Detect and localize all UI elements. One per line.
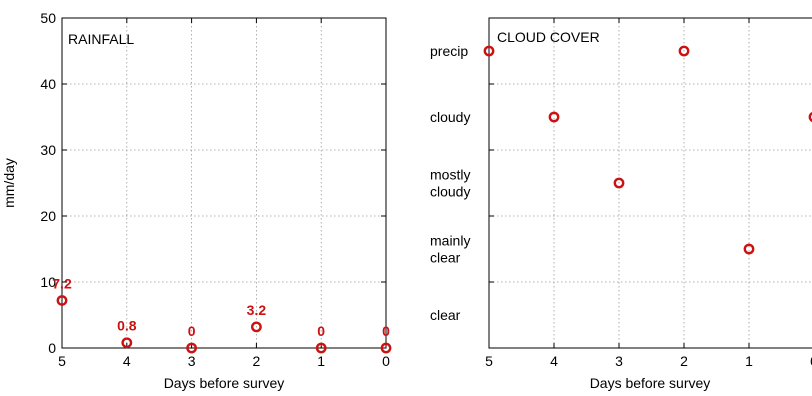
cloud-cover-category-label: cloudy bbox=[430, 109, 470, 125]
cloud-cover-x-tick-label: 5 bbox=[485, 353, 493, 369]
rainfall-plot-frame bbox=[61, 17, 387, 349]
cloud-cover-category-label: mainly clear bbox=[430, 233, 470, 266]
rainfall-data-label: 0.8 bbox=[117, 318, 137, 334]
rainfall-data-label: 0 bbox=[382, 323, 390, 339]
cloud-cover-point bbox=[678, 45, 690, 57]
rainfall-data-label: 0 bbox=[317, 323, 325, 339]
rainfall-y-axis-label: mm/day bbox=[1, 158, 17, 208]
rainfall-x-tick-label: 5 bbox=[58, 353, 66, 369]
cloud-cover-x-axis-label: Days before survey bbox=[590, 375, 711, 391]
rainfall-data-label: 7.2 bbox=[52, 275, 72, 291]
rainfall-x-tick-label: 4 bbox=[123, 353, 131, 369]
rainfall-x-tick-label: 2 bbox=[253, 353, 261, 369]
rainfall-point bbox=[250, 321, 262, 333]
cloud-cover-chart: 543210clearmainlyclearmostlycloudycloudy… bbox=[430, 17, 812, 391]
cloud-cover-x-tick-label: 1 bbox=[745, 353, 753, 369]
cloud-cover-category-label: mostly cloudy bbox=[430, 167, 470, 200]
cloud-cover-category-label: clear bbox=[430, 307, 461, 323]
cloud-cover-category-label-line: precip bbox=[430, 43, 468, 59]
cloud-cover-points bbox=[483, 45, 812, 255]
rainfall-y-tick-label: 10 bbox=[40, 274, 56, 290]
cloud-cover-title: CLOUD COVER bbox=[497, 29, 600, 45]
rainfall-x-tick-label: 3 bbox=[188, 353, 196, 369]
cloud-cover-plot-frame bbox=[488, 17, 812, 349]
cloud-cover-x-tick-label: 0 bbox=[810, 353, 812, 369]
rainfall-y-tick-label: 0 bbox=[48, 340, 56, 356]
rainfall-y-tick-label: 40 bbox=[40, 76, 56, 92]
rainfall-point bbox=[186, 342, 198, 354]
cloud-cover-point bbox=[548, 111, 560, 123]
cloud-cover-category-label: precip bbox=[430, 43, 468, 59]
rainfall-y-tick-label: 30 bbox=[40, 142, 56, 158]
rainfall-x-tick-label: 0 bbox=[382, 353, 390, 369]
rainfall-grid bbox=[62, 18, 386, 348]
cloud-cover-category-label-line: clear bbox=[430, 307, 461, 323]
cloud-cover-x-tick-label: 3 bbox=[615, 353, 623, 369]
cloud-cover-category-label-line: mostly bbox=[430, 167, 470, 183]
cloud-cover-category-label-line: cloudy bbox=[430, 184, 470, 200]
rainfall-x-axis-label: Days before survey bbox=[164, 375, 285, 391]
cloud-cover-category-label-line: mainly bbox=[430, 233, 470, 249]
cloud-cover-x-tick-label: 4 bbox=[550, 353, 558, 369]
cloud-cover-point bbox=[613, 177, 625, 189]
rainfall-point bbox=[121, 337, 133, 349]
cloud-cover-category-label-line: clear bbox=[430, 250, 461, 266]
cloud-cover-x-tick-label: 2 bbox=[680, 353, 688, 369]
rainfall-points: 7.2 0.8 0 3.2 0 0 bbox=[52, 275, 392, 354]
cloud-cover-ticks: 543210clearmainlyclearmostlycloudycloudy… bbox=[430, 18, 812, 369]
rainfall-y-tick-label: 20 bbox=[40, 208, 56, 224]
rainfall-data-label: 3.2 bbox=[247, 302, 267, 318]
rainfall-point bbox=[56, 295, 68, 306]
rainfall-point bbox=[315, 342, 327, 354]
rainfall-y-tick-label: 50 bbox=[40, 10, 56, 26]
rainfall-x-tick-label: 1 bbox=[317, 353, 325, 369]
rainfall-data-label: 0 bbox=[188, 323, 196, 339]
cloud-cover-point bbox=[808, 111, 812, 123]
rainfall-title: RAINFALL bbox=[68, 31, 134, 47]
rainfall-point bbox=[380, 342, 392, 354]
cloud-cover-grid bbox=[489, 18, 812, 348]
cloud-cover-point bbox=[483, 45, 495, 57]
cloud-cover-point bbox=[743, 243, 755, 255]
cloud-cover-category-label-line: cloudy bbox=[430, 109, 470, 125]
